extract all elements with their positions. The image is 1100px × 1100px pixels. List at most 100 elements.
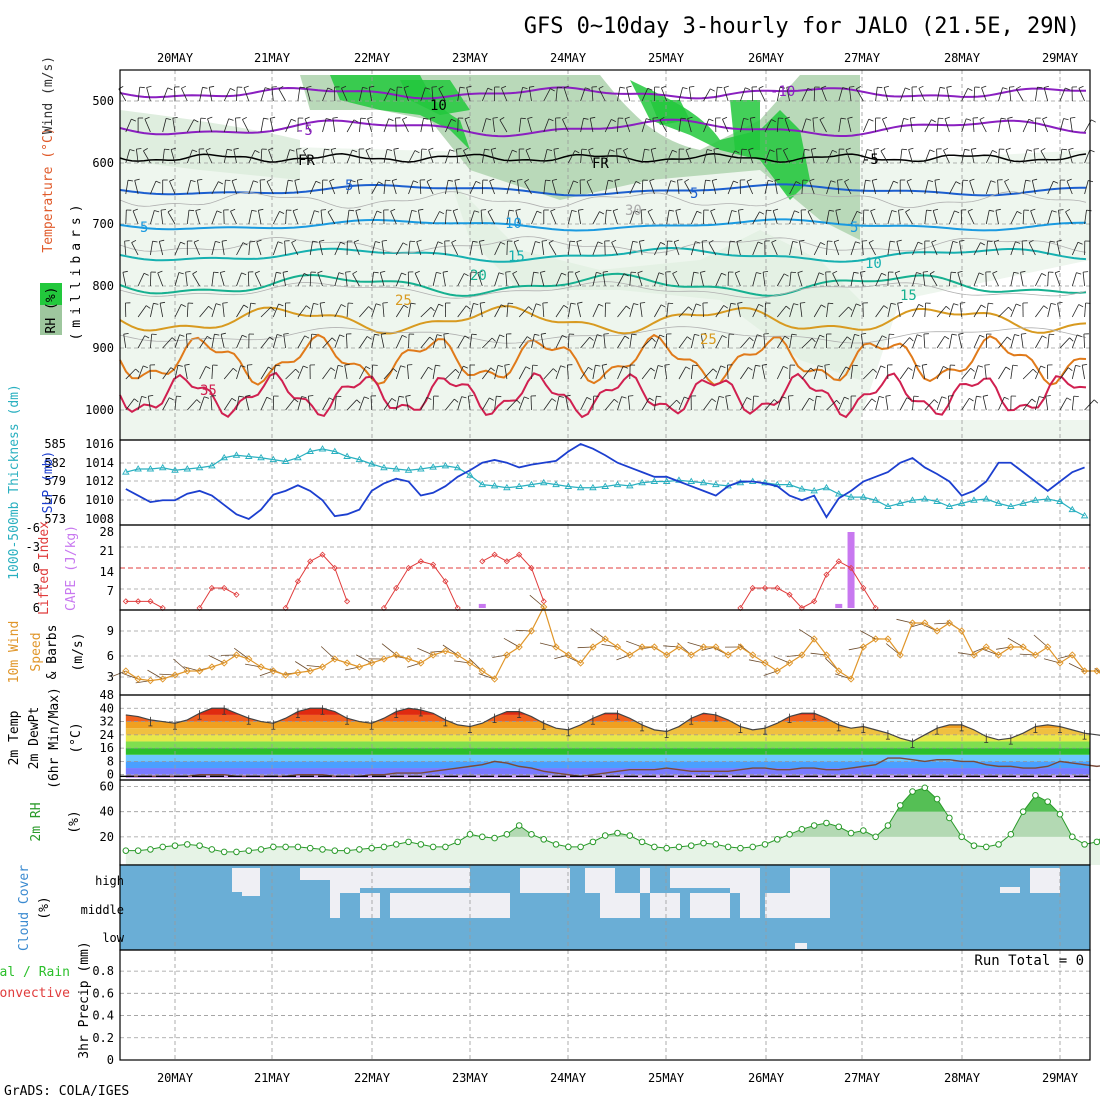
wind-barb-flag (598, 303, 604, 307)
lifted-index-point (430, 561, 437, 568)
wind-barb (1030, 210, 1036, 225)
wind-barb (617, 396, 622, 411)
wind-barb-flag (1068, 147, 1074, 150)
wind-barb (703, 149, 708, 164)
wind-barb (319, 303, 323, 318)
wind-barb (576, 241, 581, 256)
lifted-index-point (823, 571, 830, 578)
wind-barb (352, 273, 360, 287)
wind10m-series (112, 594, 1100, 685)
thickness-line-point (871, 496, 880, 503)
wind-barb (752, 395, 755, 411)
wind-barb-flag (958, 332, 964, 335)
rh-area-light (125, 787, 1100, 865)
rh2m-line-point (860, 827, 867, 834)
wind-barb-flag (463, 273, 469, 277)
wind-barb (359, 87, 363, 102)
wind-barb (429, 118, 434, 133)
wind-barb (469, 210, 475, 225)
wind-barb (174, 334, 180, 349)
wind-speed-line-point (331, 655, 339, 663)
wind-barb-flag (1065, 87, 1071, 91)
wind-barb (751, 86, 754, 102)
wind-barb-flag (757, 241, 763, 245)
thickness-line-point (896, 499, 905, 506)
wind-barb (367, 118, 373, 133)
wind-barb-flag (705, 179, 711, 182)
wind-barb-flag (411, 210, 417, 212)
thickness-line-point (146, 465, 155, 472)
wind-barb (147, 396, 151, 411)
temp-tick-label: 24 (100, 728, 114, 742)
wind-barb (332, 118, 336, 133)
wind-barb-flag (966, 118, 972, 121)
rh-high-region (650, 100, 690, 125)
wind-barb (592, 241, 599, 256)
wind-barb-flag (350, 180, 356, 183)
thickness-line-point (367, 460, 376, 467)
precip-total-label: Total / Rain (0, 965, 70, 980)
contour-label: -10 (770, 84, 795, 100)
wind-barb (810, 149, 815, 164)
wind-barb (174, 272, 180, 287)
wind-barb (236, 335, 243, 349)
contour-10 (119, 218, 1087, 232)
wind-barb-flag (964, 148, 970, 151)
wind-barb (617, 305, 627, 318)
wind-speed-line-point (970, 651, 978, 659)
wind-barb (1020, 334, 1024, 349)
wind-barb-flag (341, 304, 346, 308)
wind-barb-flag (1082, 364, 1088, 366)
wind-barb-flag (748, 147, 754, 150)
wind-barb-flag (169, 178, 175, 182)
wind-barb-flag (882, 116, 888, 120)
thickness-line-point (343, 452, 351, 459)
wind-barb-flag (710, 208, 716, 212)
wind-barb-flag (844, 396, 850, 400)
wind-barb-flag (402, 116, 408, 120)
wind-barb-flag (311, 333, 317, 335)
wind10m-barb (233, 647, 249, 660)
wind-barb-flag (143, 148, 148, 152)
wind-barb-flag (238, 395, 244, 398)
wind-barb (174, 241, 181, 256)
wind-barb (567, 241, 571, 256)
lifted-index-point (417, 558, 424, 565)
wind-barb (984, 365, 987, 380)
rh2m-line-point (700, 839, 707, 847)
wind-barb-flag (915, 364, 921, 367)
wind-barb (469, 334, 473, 349)
wind-barb (592, 304, 600, 318)
contour-35 (119, 371, 1087, 419)
wind-barb-flag (291, 118, 297, 122)
thickness-line-point (281, 457, 290, 464)
wind-barb-flag (146, 85, 152, 88)
wind-barb-flag (849, 86, 855, 88)
wind-barb-flag (847, 116, 853, 119)
wind-barb (711, 180, 717, 195)
wind-speed-line-point (392, 651, 400, 659)
wind-barb (144, 118, 151, 133)
wind-barb-flag (157, 270, 163, 274)
wind-barb-flag (1076, 334, 1082, 337)
wind-speed-line-point (417, 659, 425, 667)
wind-barb-flag (1077, 241, 1083, 245)
wind-barb (899, 149, 903, 164)
wind-barb (272, 241, 279, 256)
wind-barb (221, 241, 225, 256)
wind-barb-flag (867, 149, 873, 152)
wind-barb-flag (835, 208, 841, 211)
wind-barb (334, 396, 337, 411)
contour-label: 15 (900, 288, 917, 304)
wind-barb (236, 365, 241, 380)
top-date-label: 23MAY (452, 51, 489, 65)
wind-barb (752, 241, 759, 256)
wind-speed-line-point (306, 667, 314, 675)
wind-barb-flag (657, 365, 664, 368)
wind-barb (334, 272, 340, 287)
wind-barb (641, 149, 645, 164)
wind-barb-flag (480, 302, 486, 304)
wind-barb (783, 150, 790, 164)
wind-barb (752, 334, 758, 349)
